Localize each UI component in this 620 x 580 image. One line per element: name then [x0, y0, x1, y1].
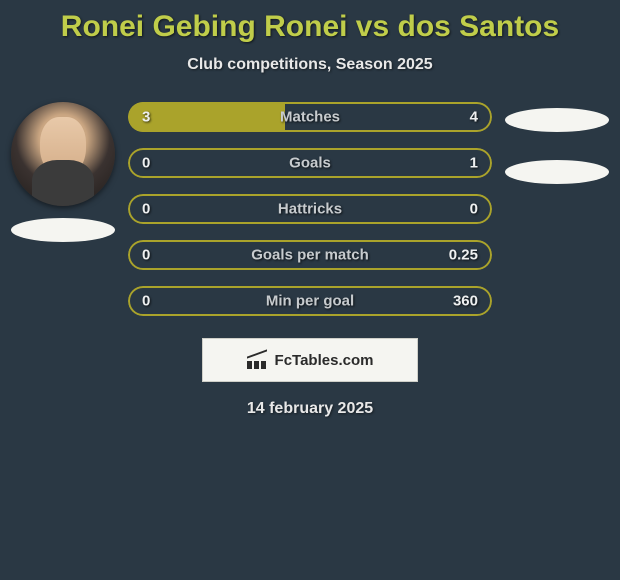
stat-bars: 3 4 Matches 0 1 Goals 0 0 Hattricks 0 0.25 Goals pe…: [128, 102, 492, 316]
stat-value-right: 360: [453, 293, 478, 310]
stat-value-left: 0: [142, 155, 150, 172]
brand-text: FcTables.com: [275, 352, 374, 369]
player-left-panel: [8, 102, 118, 242]
stat-fill-left: [128, 102, 285, 132]
player-right-panel: [502, 102, 612, 184]
comparison-content: 3 4 Matches 0 1 Goals 0 0 Hattricks 0 0.25 Goals pe…: [0, 102, 620, 316]
stat-label: Goals per match: [251, 247, 369, 264]
stat-value-left: 0: [142, 247, 150, 264]
stat-row: 0 360 Min per goal: [128, 286, 492, 316]
barchart-icon: [247, 351, 269, 369]
stat-value-left: 0: [142, 293, 150, 310]
stat-value-right: 4: [470, 109, 478, 126]
player-left-name-pill: [11, 218, 115, 242]
stat-label: Hattricks: [278, 201, 342, 218]
stat-value-left: 0: [142, 201, 150, 218]
stat-row: 0 1 Goals: [128, 148, 492, 178]
stat-row: 0 0.25 Goals per match: [128, 240, 492, 270]
stat-label: Min per goal: [266, 293, 354, 310]
stat-value-right: 1: [470, 155, 478, 172]
stat-label: Goals: [289, 155, 331, 172]
stat-row: 3 4 Matches: [128, 102, 492, 132]
stat-value-right: 0.25: [449, 247, 478, 264]
date-text: 14 february 2025: [0, 400, 620, 418]
subtitle: Club competitions, Season 2025: [0, 56, 620, 74]
stat-label: Matches: [280, 109, 340, 126]
brand-box: FcTables.com: [202, 338, 418, 382]
player-right-name-pill-1: [505, 108, 609, 132]
stat-row: 0 0 Hattricks: [128, 194, 492, 224]
stat-value-left: 3: [142, 109, 150, 126]
player-right-name-pill-2: [505, 160, 609, 184]
page-title: Ronei Gebing Ronei vs dos Santos: [0, 0, 620, 44]
player-left-avatar: [11, 102, 115, 206]
stat-value-right: 0: [470, 201, 478, 218]
